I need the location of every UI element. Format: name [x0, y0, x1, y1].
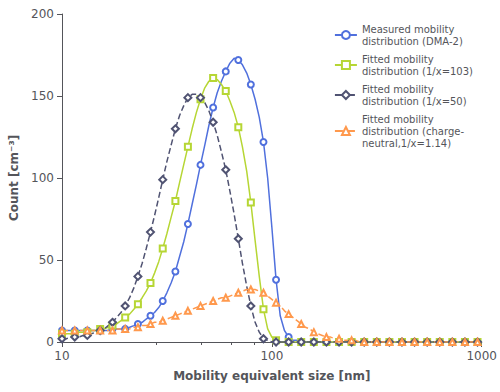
- svg-text:Measured mobility: Measured mobility: [362, 24, 454, 35]
- svg-text:1000: 1000: [466, 349, 497, 363]
- svg-text:Mobility equivalent size [nm]: Mobility equivalent size [nm]: [173, 369, 370, 383]
- svg-text:150: 150: [31, 89, 54, 103]
- svg-text:Fitted mobility: Fitted mobility: [362, 84, 434, 95]
- svg-text:0: 0: [46, 335, 54, 349]
- svg-text:Count [cm⁻³]: Count [cm⁻³]: [7, 135, 21, 221]
- svg-text:100: 100: [260, 349, 283, 363]
- svg-text:distribution (charge-: distribution (charge-: [362, 126, 464, 137]
- svg-text:Fitted mobility: Fitted mobility: [362, 54, 434, 65]
- svg-text:Fitted mobility: Fitted mobility: [362, 114, 434, 125]
- svg-text:distribution (1/x=50): distribution (1/x=50): [362, 96, 467, 107]
- svg-text:50: 50: [39, 253, 54, 267]
- svg-text:distribution (1/x=103): distribution (1/x=103): [362, 66, 473, 77]
- svg-text:10: 10: [54, 349, 69, 363]
- svg-text:200: 200: [31, 7, 54, 21]
- svg-text:100: 100: [31, 171, 54, 185]
- svg-text:distribution (DMA-2): distribution (DMA-2): [362, 36, 463, 47]
- svg-text:neutral,1/x=1.14): neutral,1/x=1.14): [362, 138, 451, 149]
